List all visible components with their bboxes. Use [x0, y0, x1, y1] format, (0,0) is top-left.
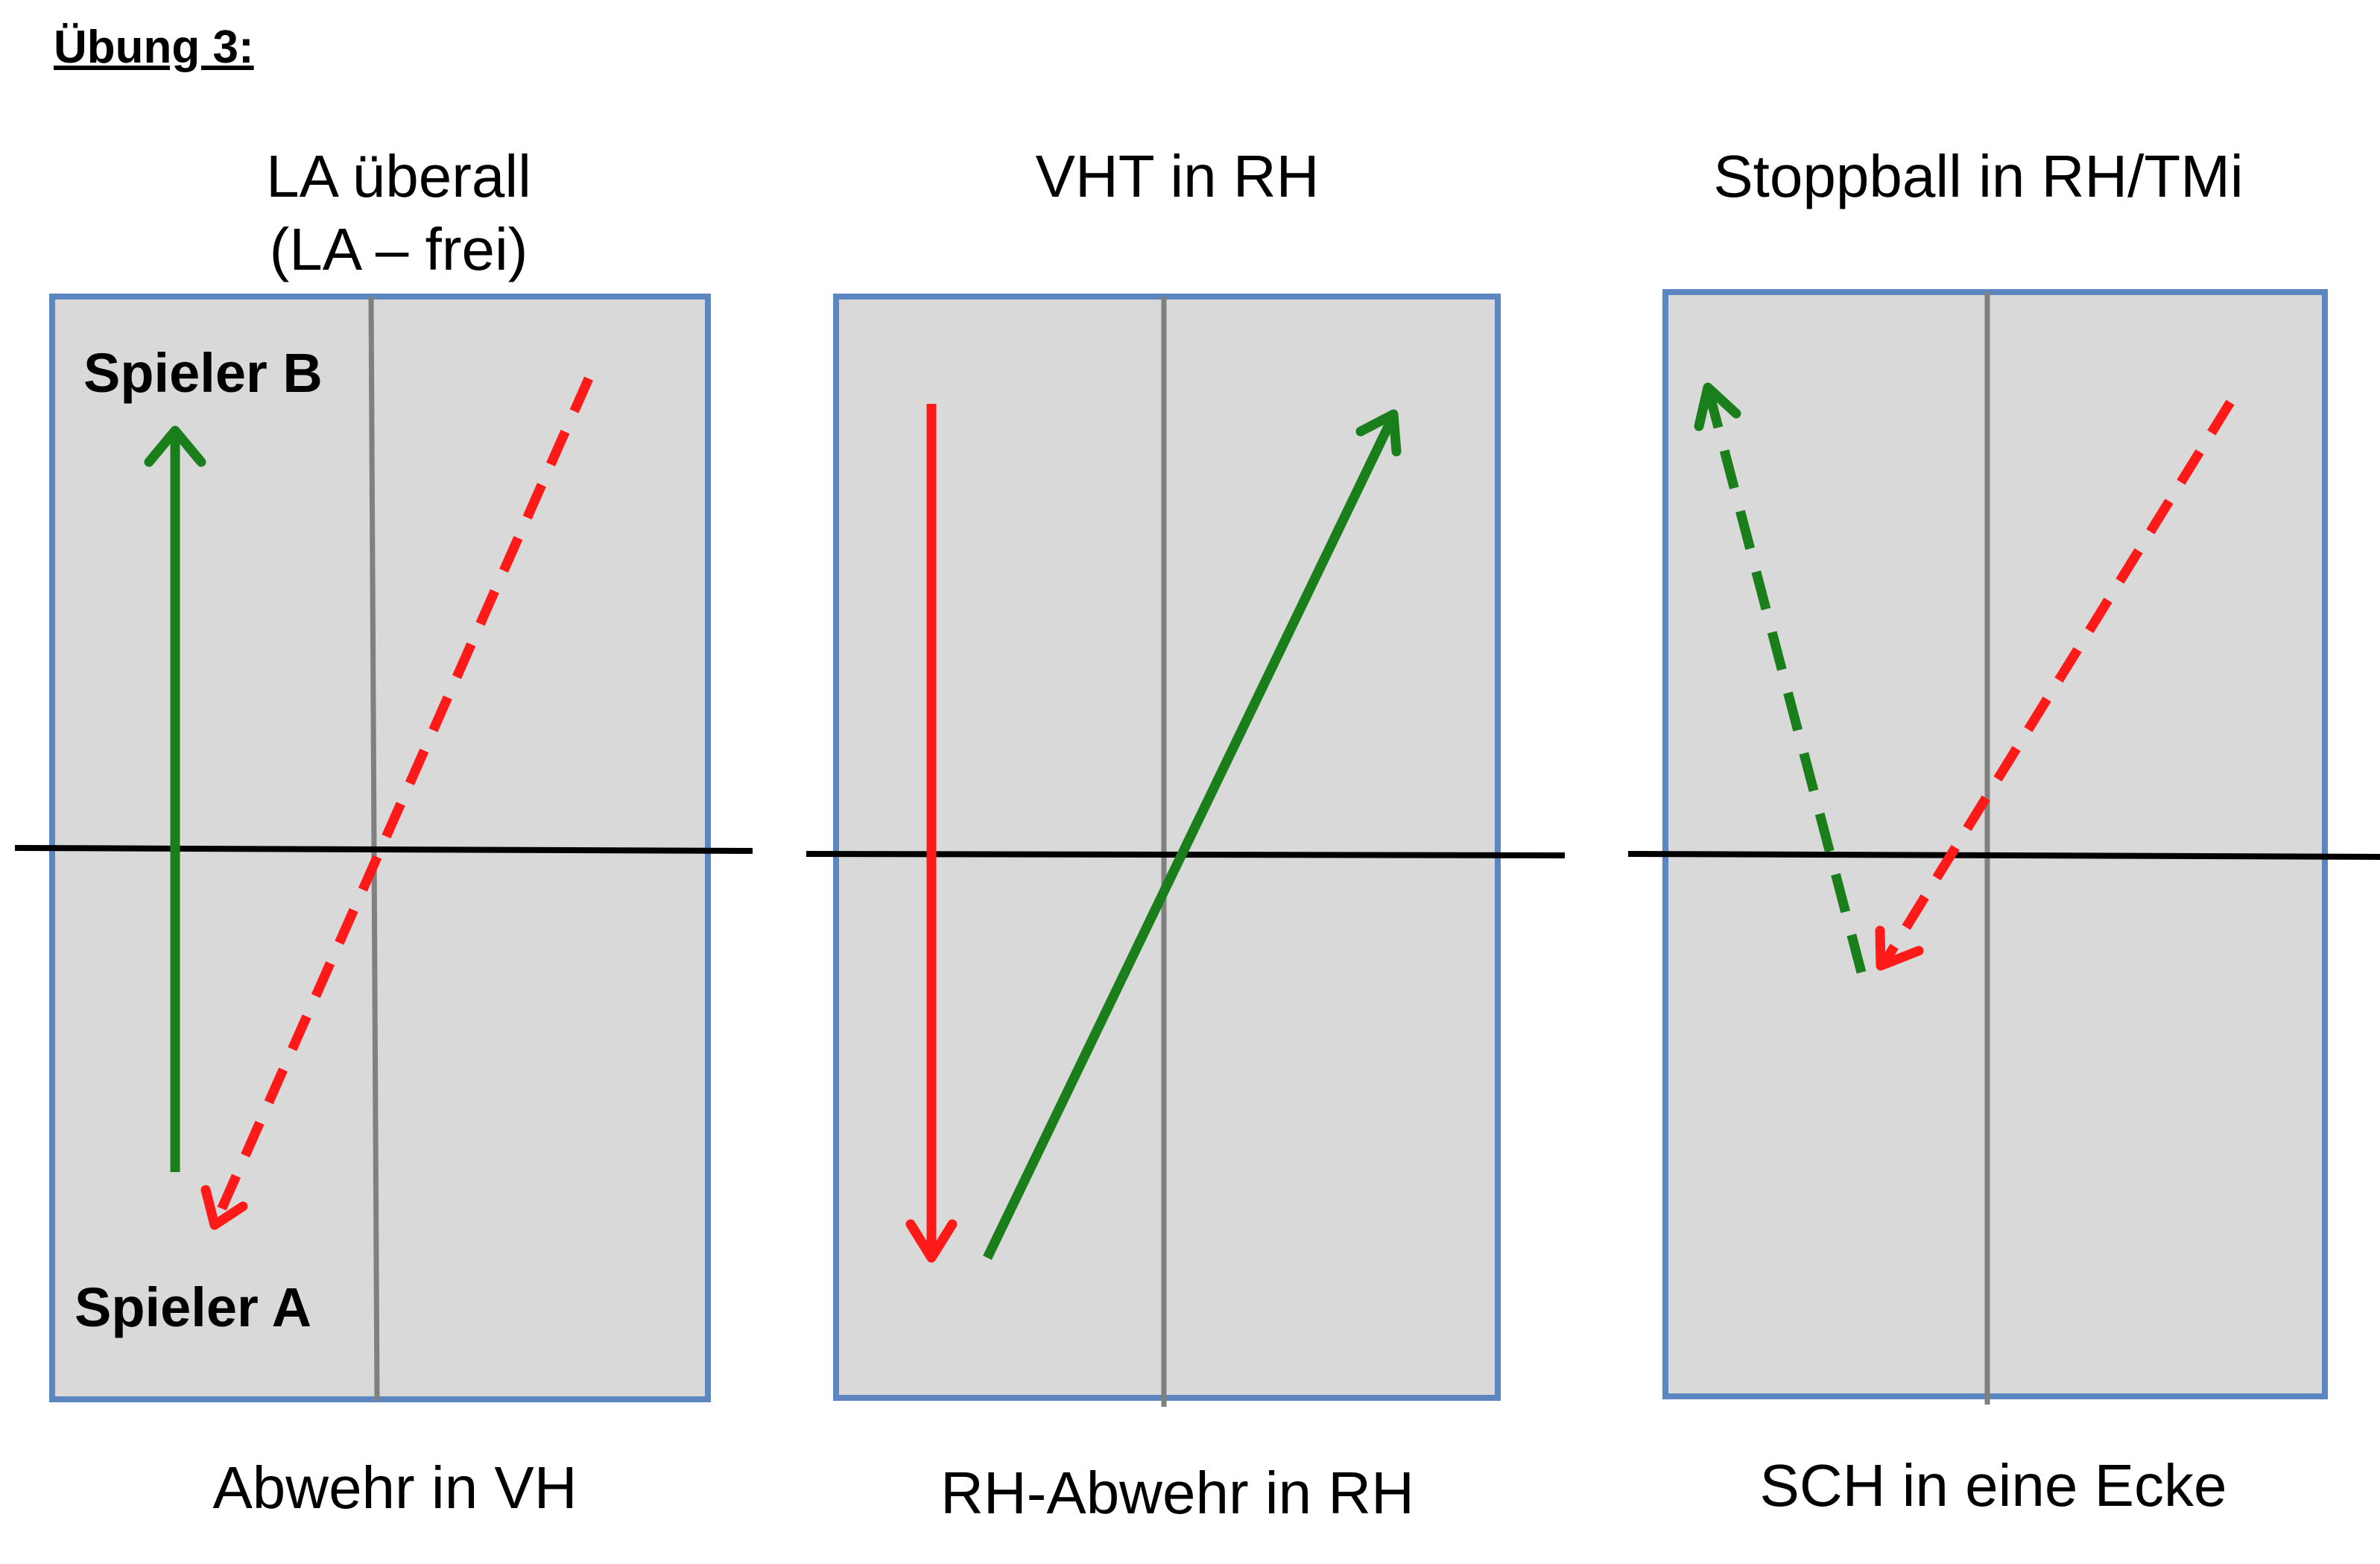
exercise-heading: Übung 3: [54, 22, 254, 73]
court-1 [14, 294, 753, 1402]
drill-3-caption: SCH in eine Ecke [1759, 1452, 2227, 1519]
court-2-surface [833, 294, 1501, 1401]
court-3-surface [1662, 289, 2328, 1399]
court-1-green-arrowhead [144, 425, 206, 467]
drill-1-title-line2: (LA – frei) [269, 216, 528, 282]
court-3-net [1627, 851, 2380, 860]
court-2 [806, 294, 1566, 1407]
drill-1-title: LA überall (LA – frei) [216, 140, 581, 286]
court-3 [1627, 289, 2380, 1405]
drill-1-caption: Abwehr in VH [212, 1454, 577, 1521]
player-b-label: Spieler B [83, 342, 323, 404]
court-3-red-dashed-arrow [1881, 399, 2235, 964]
court-1-net [14, 845, 753, 854]
drill-2-title: VHT in RH [1035, 143, 1320, 209]
court-2-green-arrow [983, 417, 1396, 1260]
court-3-green-dashed-arrow [1704, 392, 1867, 974]
court-1-red-arrowhead [200, 1185, 248, 1230]
drill-3-title: Stoppball in RH/TMi [1713, 143, 2244, 209]
court-2-red-arrowhead [905, 1219, 958, 1263]
court-3-red-arrowhead [1875, 925, 1924, 971]
court-1-red-dashed-arrow [215, 376, 593, 1215]
court-2-green-arrowhead [1355, 409, 1402, 457]
player-a-label: Spieler A [75, 1276, 312, 1338]
court-3-green-arrowhead [1694, 382, 1741, 431]
drill-2-caption: RH-Abwehr in RH [940, 1460, 1414, 1526]
drill-1-title-line1: LA überall [266, 143, 531, 209]
